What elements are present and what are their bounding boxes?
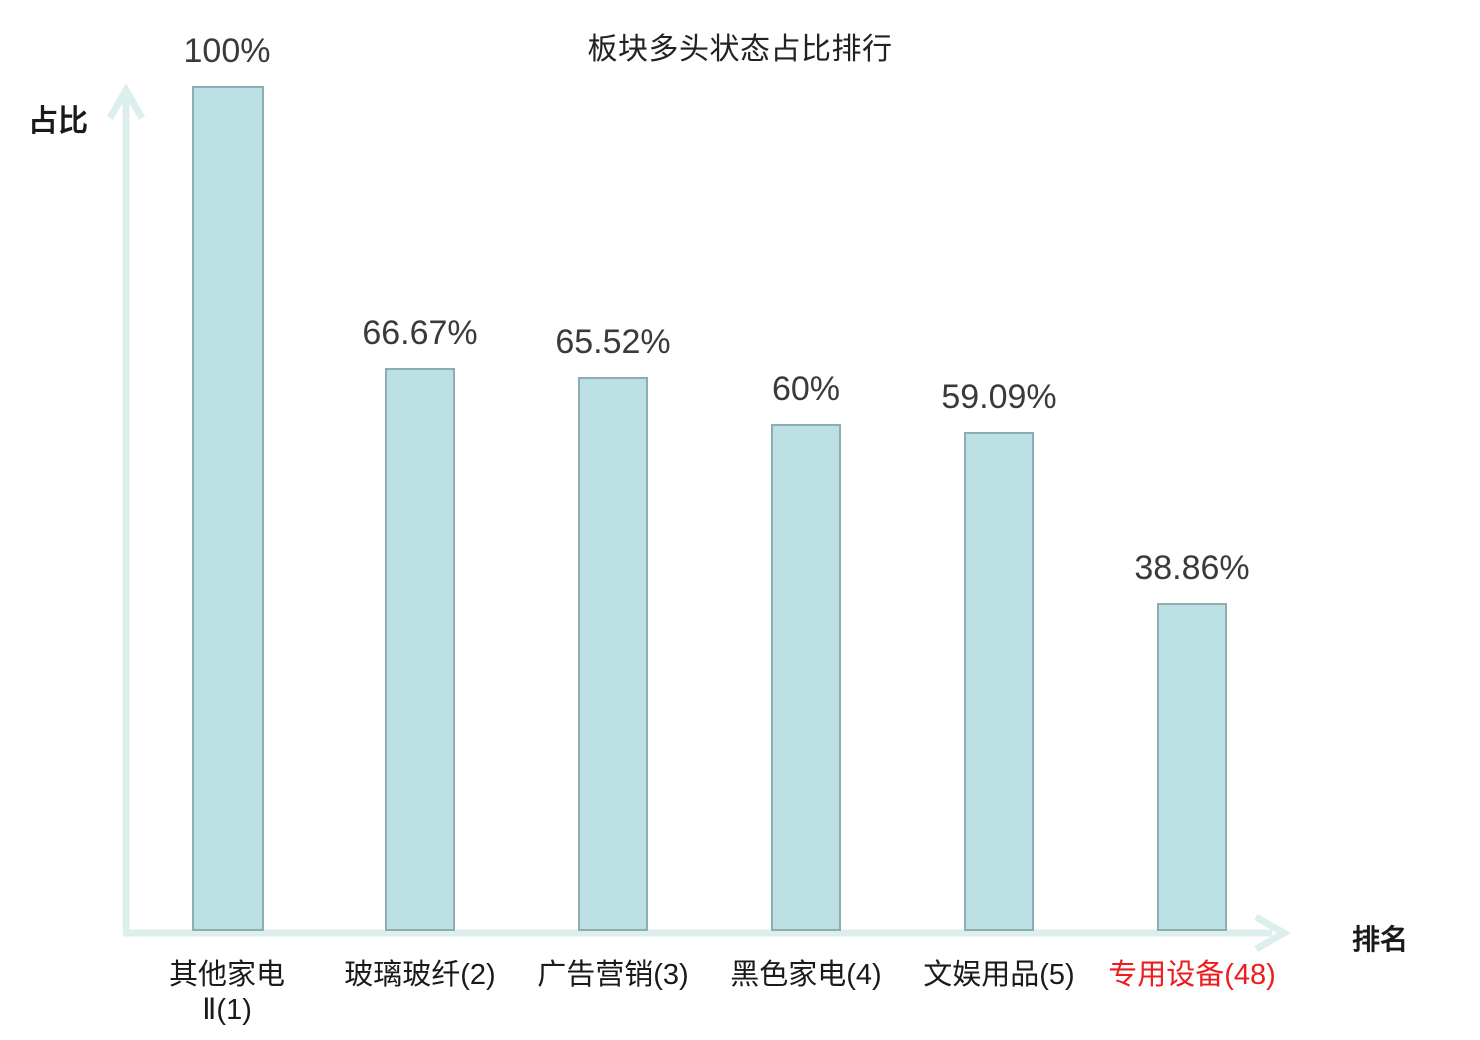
y-axis-arrow-icon bbox=[106, 82, 146, 120]
category-label-5: 专用设备(48) bbox=[1108, 959, 1276, 991]
bar-2[interactable] bbox=[578, 377, 648, 931]
bar-value-1: 66.67% bbox=[362, 313, 478, 352]
bar-value-4: 59.09% bbox=[941, 377, 1057, 416]
chart-title: 板块多头状态占比排行 bbox=[587, 33, 893, 66]
x-axis-arrow-icon bbox=[1254, 913, 1292, 953]
y-axis-label: 占比 bbox=[28, 105, 88, 138]
bar-value-3: 60% bbox=[771, 370, 841, 408]
bar-4[interactable] bbox=[964, 431, 1034, 931]
bar-value-5: 38.86% bbox=[1134, 548, 1250, 587]
category-label-3: 黑色家电(4) bbox=[730, 959, 882, 991]
category-label-1: 玻璃玻纤(2) bbox=[344, 959, 496, 991]
category-label-2: 广告营销(3) bbox=[537, 959, 689, 991]
bar-value-0: 100% bbox=[183, 32, 271, 70]
category-label-0: 其他家电 Ⅱ(1) bbox=[168, 959, 285, 1027]
bar-1[interactable] bbox=[385, 367, 455, 931]
bar-5[interactable] bbox=[1157, 602, 1227, 931]
bar-3[interactable] bbox=[771, 424, 841, 931]
x-axis-label: 排名 bbox=[1352, 924, 1409, 955]
bar-0[interactable] bbox=[192, 86, 264, 931]
bar-value-2: 65.52% bbox=[555, 323, 671, 362]
category-label-4: 文娱用品(5) bbox=[923, 959, 1075, 991]
